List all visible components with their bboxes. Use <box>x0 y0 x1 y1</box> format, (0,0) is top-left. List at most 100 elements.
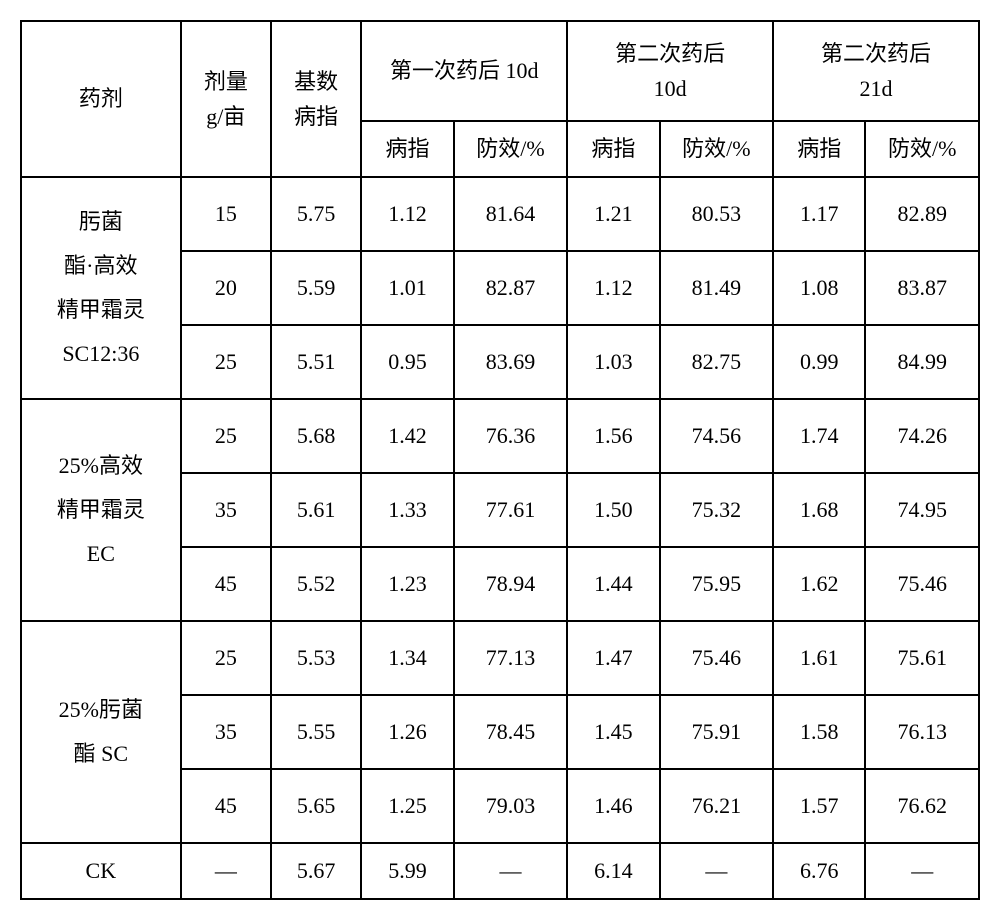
cell-t2-fx: 74.56 <box>660 399 773 473</box>
cell-t2-bz: 1.46 <box>567 769 659 843</box>
cell-dose: 20 <box>181 251 271 325</box>
cell-t3-bz: 1.62 <box>773 547 865 621</box>
col-header-base: 基数病指 <box>271 21 361 177</box>
drug-name-cell: 25%高效精甲霜灵EC <box>21 399 181 621</box>
cell-t2-bz: 1.56 <box>567 399 659 473</box>
cell-t1-bz: 1.01 <box>361 251 453 325</box>
cell-t2-fx: 75.32 <box>660 473 773 547</box>
cell-t1-bz: 5.99 <box>361 843 453 899</box>
cell-t3-fx: 75.46 <box>865 547 979 621</box>
cell-t2-bz: 1.50 <box>567 473 659 547</box>
table-row: 25%高效精甲霜灵EC255.681.4276.361.5674.561.747… <box>21 399 979 473</box>
cell-base: 5.53 <box>271 621 361 695</box>
cell-t1-fx: 83.69 <box>454 325 567 399</box>
cell-t3-fx: 76.62 <box>865 769 979 843</box>
cell-t3-bz: 6.76 <box>773 843 865 899</box>
cell-t3-bz: 1.74 <box>773 399 865 473</box>
cell-base: 5.75 <box>271 177 361 251</box>
col-header-t3: 第二次药后21d <box>773 21 979 121</box>
cell-t2-fx: 75.46 <box>660 621 773 695</box>
cell-t1-fx: 78.94 <box>454 547 567 621</box>
cell-base: 5.61 <box>271 473 361 547</box>
cell-t1-bz: 1.25 <box>361 769 453 843</box>
cell-t3-bz: 1.61 <box>773 621 865 695</box>
cell-t1-bz: 1.42 <box>361 399 453 473</box>
cell-t3-fx: 82.89 <box>865 177 979 251</box>
cell-base: 5.55 <box>271 695 361 769</box>
cell-t2-bz: 1.45 <box>567 695 659 769</box>
col-header-t1: 第一次药后 10d <box>361 21 567 121</box>
efficacy-table: 药剂 剂量g/亩 基数病指 第一次药后 10d 第二次药后10d 第二次药后21… <box>20 20 980 900</box>
drug-name-cell: 25%肟菌酯 SC <box>21 621 181 843</box>
cell-t3-bz: 1.68 <box>773 473 865 547</box>
cell-t2-bz: 1.44 <box>567 547 659 621</box>
cell-t3-fx: 74.95 <box>865 473 979 547</box>
cell-dose: 45 <box>181 547 271 621</box>
cell-t2-bz: 1.12 <box>567 251 659 325</box>
table-header-row-1: 药剂 剂量g/亩 基数病指 第一次药后 10d 第二次药后10d 第二次药后21… <box>21 21 979 121</box>
cell-t1-bz: 1.26 <box>361 695 453 769</box>
drug-name-cell: 肟菌酯·高效精甲霜灵SC12:36 <box>21 177 181 399</box>
cell-t1-fx: 82.87 <box>454 251 567 325</box>
cell-t3-bz: 1.17 <box>773 177 865 251</box>
cell-base: 5.68 <box>271 399 361 473</box>
cell-base: 5.67 <box>271 843 361 899</box>
cell-t2-fx: 76.21 <box>660 769 773 843</box>
col-sub-t3-fx: 防效/% <box>865 121 979 177</box>
cell-t3-fx: 76.13 <box>865 695 979 769</box>
cell-dose: 15 <box>181 177 271 251</box>
cell-t2-bz: 1.03 <box>567 325 659 399</box>
cell-t1-fx: 81.64 <box>454 177 567 251</box>
drug-name-cell: CK <box>21 843 181 899</box>
cell-t2-fx: 75.95 <box>660 547 773 621</box>
table-row: 25%肟菌酯 SC255.531.3477.131.4775.461.6175.… <box>21 621 979 695</box>
cell-base: 5.52 <box>271 547 361 621</box>
cell-base: 5.65 <box>271 769 361 843</box>
cell-t3-fx: 74.26 <box>865 399 979 473</box>
cell-t3-bz: 0.99 <box>773 325 865 399</box>
cell-t3-fx: 75.61 <box>865 621 979 695</box>
cell-dose: — <box>181 843 271 899</box>
cell-t1-bz: 1.23 <box>361 547 453 621</box>
col-sub-t1-fx: 防效/% <box>454 121 567 177</box>
col-header-t2: 第二次药后10d <box>567 21 773 121</box>
cell-base: 5.59 <box>271 251 361 325</box>
cell-t2-fx: — <box>660 843 773 899</box>
cell-t1-bz: 1.33 <box>361 473 453 547</box>
cell-t1-fx: 77.61 <box>454 473 567 547</box>
cell-dose: 35 <box>181 695 271 769</box>
cell-t2-fx: 80.53 <box>660 177 773 251</box>
col-sub-t2-bz: 病指 <box>567 121 659 177</box>
col-sub-t1-bz: 病指 <box>361 121 453 177</box>
cell-t2-fx: 81.49 <box>660 251 773 325</box>
cell-t2-bz: 6.14 <box>567 843 659 899</box>
col-header-drug: 药剂 <box>21 21 181 177</box>
cell-dose: 25 <box>181 399 271 473</box>
cell-t1-fx: 79.03 <box>454 769 567 843</box>
cell-t3-fx: — <box>865 843 979 899</box>
cell-base: 5.51 <box>271 325 361 399</box>
cell-t3-bz: 1.57 <box>773 769 865 843</box>
col-sub-t2-fx: 防效/% <box>660 121 773 177</box>
cell-t2-fx: 82.75 <box>660 325 773 399</box>
cell-t1-bz: 1.34 <box>361 621 453 695</box>
cell-t3-bz: 1.08 <box>773 251 865 325</box>
cell-t1-fx: 78.45 <box>454 695 567 769</box>
cell-t1-bz: 0.95 <box>361 325 453 399</box>
cell-t1-fx: 76.36 <box>454 399 567 473</box>
col-sub-t3-bz: 病指 <box>773 121 865 177</box>
cell-t1-fx: — <box>454 843 567 899</box>
cell-t3-bz: 1.58 <box>773 695 865 769</box>
cell-dose: 25 <box>181 325 271 399</box>
cell-t2-bz: 1.47 <box>567 621 659 695</box>
table-row-ck: CK—5.675.99—6.14—6.76— <box>21 843 979 899</box>
cell-t1-fx: 77.13 <box>454 621 567 695</box>
cell-dose: 35 <box>181 473 271 547</box>
cell-t2-fx: 75.91 <box>660 695 773 769</box>
col-header-dose: 剂量g/亩 <box>181 21 271 177</box>
cell-t3-fx: 83.87 <box>865 251 979 325</box>
cell-t1-bz: 1.12 <box>361 177 453 251</box>
cell-t3-fx: 84.99 <box>865 325 979 399</box>
table-body: 肟菌酯·高效精甲霜灵SC12:36155.751.1281.641.2180.5… <box>21 177 979 899</box>
cell-t2-bz: 1.21 <box>567 177 659 251</box>
